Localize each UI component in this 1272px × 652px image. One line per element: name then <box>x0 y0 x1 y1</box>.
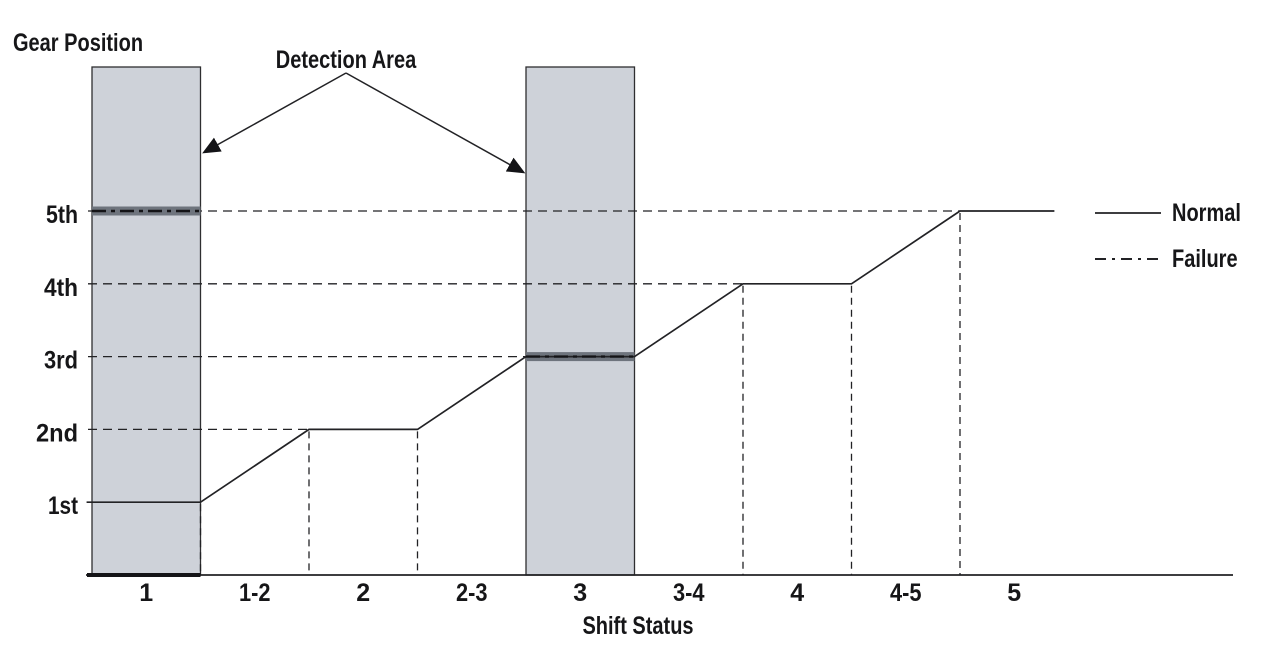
legend-item-normal: Normal <box>1094 198 1258 227</box>
y-axis-title: Gear Position <box>13 29 144 57</box>
failure-bottom-edge <box>87 573 201 577</box>
detection-area-band-3 <box>525 66 636 576</box>
x-tick-label: 2 <box>356 579 370 607</box>
y-tick-label: 4th <box>44 274 78 302</box>
y-tick-label: 3rd <box>44 347 78 375</box>
y-tick-label: 1st <box>48 492 79 520</box>
x-tick-label: 3-4 <box>673 579 705 607</box>
detection-area-arrow-2 <box>345 72 526 174</box>
x-tick-label: 1-2 <box>239 579 271 607</box>
legend-label-failure: Failure <box>1172 244 1238 273</box>
x-tick-label: 4 <box>790 579 804 607</box>
y-tick-label: 5th <box>46 201 78 229</box>
detection-area-band-1 <box>91 66 202 576</box>
failure-line-sample-icon <box>1095 258 1161 260</box>
failure-strip-5th <box>92 206 201 216</box>
x-tick-label: 1 <box>139 579 153 607</box>
legend-item-failure: Failure <box>1094 244 1258 273</box>
x-tick-label: 3 <box>573 579 587 607</box>
y-tick-label: 2nd <box>36 419 78 447</box>
detection-area-label: Detection Area <box>275 46 417 74</box>
normal-line-sample-icon <box>1095 212 1161 214</box>
x-tick-label: 4-5 <box>890 579 922 607</box>
normal-line <box>86 210 1055 504</box>
x-tick-label: 5 <box>1007 579 1021 607</box>
legend-label-normal: Normal <box>1172 198 1241 227</box>
x-axis-title: Shift Status <box>582 612 694 640</box>
detection-area-arrow-1 <box>202 72 347 154</box>
x-tick-label: 2-3 <box>456 579 488 607</box>
legend: Normal Failure <box>1094 198 1258 293</box>
